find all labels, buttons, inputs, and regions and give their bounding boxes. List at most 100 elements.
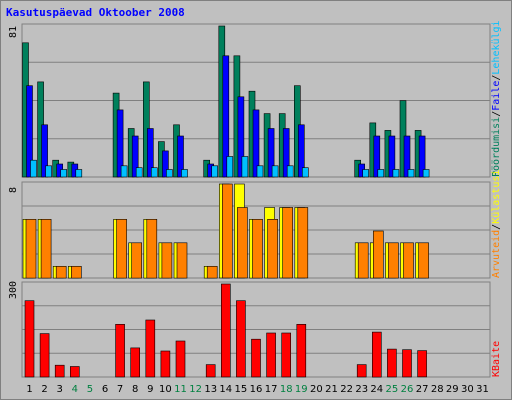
x-tick-label: 11 (174, 384, 187, 395)
x-tick-label: 19 (295, 384, 308, 395)
bar-arvuteid-day-14 (222, 183, 233, 279)
bar-faile-day-27 (418, 135, 426, 178)
x-tick-label: 7 (117, 384, 123, 395)
bar-arvuteid-day-9 (146, 219, 158, 279)
x-axis-labels: 1 2 3 4 5 6 7 8 9 10 11 12 13 14 15 16 17 18 19 20 21 22 23 24 2… (26, 384, 489, 395)
x-tick-label: 8 (132, 384, 138, 395)
x-tick-label: 28 (431, 384, 444, 395)
bar-faile-day-8 (131, 135, 139, 178)
chart-title: Kasutuspäevad Oktoober 2008 (6, 6, 185, 19)
bar-kbaite-day-23 (356, 364, 367, 378)
bar-lehekülgi-day-17 (271, 165, 279, 178)
x-tick-label: 17 (265, 384, 278, 395)
bar-arvuteid-day-18 (282, 207, 294, 279)
bar-faile-day-11 (177, 135, 184, 178)
bar-lehekülgi-day-24 (377, 169, 385, 178)
bar-arvuteid-day-24 (372, 230, 384, 279)
bar-faile-day-10 (162, 150, 169, 178)
x-tick-label: 27 (416, 384, 429, 395)
x-tick-label: 29 (446, 384, 459, 395)
bar-kbaite-day-27 (417, 350, 427, 378)
bar-arvuteid-day-17 (267, 219, 278, 279)
legend-item: Arvuteid (491, 230, 502, 278)
legend-panel-1: Pöördumisi/Faile/Lehekülgi (491, 20, 502, 177)
bar-kbaite-day-11 (175, 340, 186, 378)
bar-lehekülgi-day-3 (60, 169, 68, 178)
bar-arvuteid-day-1 (25, 219, 37, 279)
bar-kbaite-day-9 (145, 319, 156, 378)
bar-lehekülgi-day-13 (211, 165, 218, 178)
bar-arvuteid-day-4 (71, 265, 82, 279)
bar-arvuteid-day-15 (237, 207, 248, 279)
x-tick-label: 26 (401, 384, 414, 395)
bar-lehekülgi-day-4 (75, 169, 83, 178)
x-tick-label: 21 (325, 384, 338, 395)
y-max-label: 81 (8, 26, 19, 38)
bar-lehekülgi-day-8 (135, 167, 143, 178)
bar-lehekülgi-day-15 (241, 156, 249, 178)
x-tick-label: 18 (280, 384, 293, 395)
bar-faile-day-26 (403, 135, 411, 178)
bar-lehekülgi-day-19 (301, 167, 309, 178)
legend-item: Külastusi (491, 170, 502, 224)
x-tick-label: 24 (370, 384, 383, 395)
bar-arvuteid-day-27 (418, 242, 429, 279)
legend-separator: / (491, 75, 502, 81)
x-tick-label: 1 (26, 384, 32, 395)
x-tick-label: 10 (159, 384, 172, 395)
bar-kbaite-day-16 (251, 338, 261, 378)
bar-lehekülgi-day-7 (120, 165, 128, 178)
bar-faile-day-16 (252, 109, 260, 178)
bar-arvuteid-day-16 (252, 219, 263, 279)
legend-panel-2: Arvuteid/Külastusi (491, 170, 502, 278)
bar-lehekülgi-day-9 (151, 167, 158, 178)
bar-lehekülgi-day-18 (286, 165, 294, 178)
bar-lehekülgi-day-11 (181, 169, 188, 178)
legend-item: Faile (491, 81, 502, 111)
x-tick-label: 30 (461, 384, 474, 395)
x-tick-label: 12 (189, 384, 202, 395)
bar-lehekülgi-day-25 (392, 169, 400, 178)
bar-faile-day-17 (267, 128, 275, 178)
x-tick-label: 4 (72, 384, 78, 395)
bar-arvuteid-day-7 (116, 219, 127, 279)
bar-arvuteid-day-8 (131, 242, 142, 279)
chart-panels: 81Pöördumisi/Faile/Lehekülgi8Arvuteid/Kü… (8, 20, 502, 378)
legend-panel-3: KBaite (491, 341, 502, 377)
panel-3: 300 KBaite (8, 281, 502, 378)
bar-faile-day-24 (373, 135, 381, 178)
x-tick-label: 2 (41, 384, 47, 395)
bar-kbaite-day-4 (70, 366, 80, 378)
bar-lehekülgi-day-26 (407, 169, 415, 178)
bar-kbaite-day-19 (296, 323, 307, 378)
legend-separator: / (491, 224, 502, 230)
bar-arvuteid-day-2 (40, 219, 52, 279)
bar-lehekülgi-day-16 (256, 165, 264, 178)
bar-faile-day-2 (41, 124, 48, 178)
bar-kbaite-day-10 (160, 350, 171, 378)
bar-faile-day-1 (26, 85, 33, 178)
bar-faile-day-18 (282, 128, 290, 178)
bar-arvuteid-day-13 (206, 265, 218, 279)
x-tick-label: 25 (386, 384, 399, 395)
bar-lehekülgi-day-1 (30, 159, 37, 178)
x-tick-label: 3 (57, 384, 63, 395)
bar-kbaite-day-3 (54, 364, 65, 378)
legend-item: Lehekülgi (491, 20, 502, 74)
bar-faile-day-7 (116, 109, 124, 178)
bar-kbaite-day-8 (130, 347, 140, 378)
bar-faile-day-15 (237, 96, 245, 178)
x-tick-label: 14 (219, 384, 232, 395)
bar-arvuteid-day-23 (357, 242, 369, 279)
x-tick-label: 15 (235, 384, 248, 395)
bar-lehekülgi-day-2 (45, 165, 52, 178)
bar-kbaite-day-25 (387, 348, 397, 378)
bar-faile-day-9 (147, 128, 154, 178)
panel-2: 8 Arvuteid/Külastusi (8, 170, 502, 279)
legend-item: Pöördumisi (491, 117, 502, 177)
x-tick-label: 23 (355, 384, 368, 395)
bar-kbaite-day-15 (236, 300, 246, 378)
bar-lehekülgi-day-27 (422, 169, 430, 178)
